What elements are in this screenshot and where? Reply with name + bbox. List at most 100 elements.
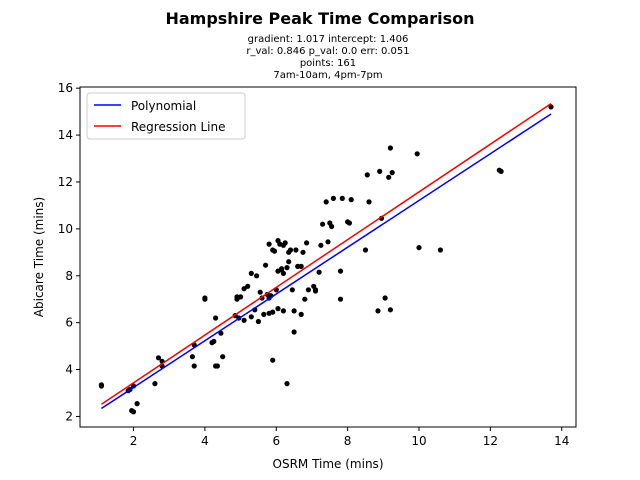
data-point — [387, 145, 393, 151]
x-tick-label: 4 — [201, 434, 209, 448]
x-tick-label: 14 — [554, 434, 569, 448]
chart-title: Hampshire Peak Time Comparison — [165, 9, 474, 28]
data-point — [548, 104, 554, 110]
data-point — [316, 269, 322, 275]
data-point — [348, 197, 354, 203]
legend: Polynomial Regression Line — [86, 92, 246, 140]
data-point — [234, 294, 240, 300]
y-tick-label: 4 — [65, 363, 73, 377]
data-point — [437, 247, 443, 253]
data-point — [263, 262, 269, 268]
data-point — [214, 363, 220, 369]
data-point — [270, 247, 276, 253]
data-point — [270, 309, 276, 315]
data-point — [366, 199, 372, 205]
data-point — [312, 288, 319, 294]
legend-label-polynomial: Polynomial — [131, 99, 196, 113]
data-point — [329, 223, 335, 230]
data-point — [282, 240, 288, 246]
polynomial-line — [100, 113, 552, 410]
y-tick-label: 6 — [65, 316, 73, 330]
data-point — [302, 296, 308, 302]
data-point — [266, 241, 272, 247]
data-point — [323, 199, 329, 205]
data-point — [286, 249, 292, 255]
data-point — [280, 270, 286, 276]
chart-subtitle-line-4: 7am-10am, 4pm-7pm — [273, 70, 382, 81]
data-point — [318, 242, 324, 248]
x-tick-label: 8 — [344, 434, 352, 448]
data-point — [375, 308, 381, 314]
data-point — [364, 172, 370, 178]
data-point — [261, 311, 267, 317]
data-point — [325, 239, 331, 245]
data-point — [293, 247, 299, 253]
data-point — [211, 338, 217, 344]
data-point — [291, 308, 297, 314]
data-point — [305, 287, 311, 293]
y-tick-label: 14 — [58, 128, 73, 142]
data-point — [337, 268, 344, 274]
x-tick-label: 2 — [130, 434, 138, 448]
data-point — [241, 317, 247, 323]
data-point — [289, 287, 295, 293]
y-axis-label: Abicare Time (mins) — [32, 197, 46, 317]
chart-subtitle-line-2: r_val: 0.846 p_val: 0.0 err: 0.051 — [246, 46, 409, 57]
data-point — [270, 357, 276, 363]
x-axis-label: OSRM Time (mins) — [273, 457, 384, 471]
x-tick-label: 6 — [272, 434, 280, 448]
x-tick-label: 10 — [411, 434, 426, 448]
data-point — [300, 249, 306, 255]
data-point — [362, 247, 369, 253]
y-tick-label: 10 — [58, 222, 73, 236]
data-point — [130, 409, 137, 415]
data-point — [134, 401, 140, 407]
y-tick-label: 12 — [58, 175, 73, 189]
data-point — [152, 381, 158, 387]
regression-line-line — [100, 102, 552, 405]
data-point — [339, 195, 345, 201]
data-point — [280, 308, 286, 314]
data-point — [98, 382, 104, 388]
data-point — [248, 270, 254, 276]
y-tick-label: 2 — [65, 409, 73, 423]
y-tick-label: 16 — [58, 81, 73, 95]
data-point — [189, 354, 195, 360]
data-point — [275, 268, 281, 274]
data-point — [220, 354, 226, 360]
data-point — [498, 168, 504, 174]
data-point — [298, 263, 304, 269]
data-point — [387, 307, 393, 313]
data-point — [386, 174, 392, 180]
data-point — [346, 220, 352, 226]
legend-box — [86, 92, 246, 140]
plot-frame — [79, 86, 577, 428]
data-point — [377, 168, 383, 174]
data-point — [337, 296, 344, 302]
data-point — [320, 221, 326, 227]
data-point — [286, 259, 292, 265]
data-point — [202, 295, 208, 301]
data-point — [155, 355, 162, 361]
y-axis: 2 4 6 8 10 12 14 16 — [58, 81, 80, 423]
data-point — [254, 273, 260, 279]
data-point — [284, 381, 290, 387]
data-point — [255, 318, 261, 325]
data-point — [304, 240, 310, 246]
data-point — [191, 363, 197, 369]
data-point — [291, 329, 297, 335]
x-tick-label: 12 — [483, 434, 498, 448]
data-point — [238, 294, 244, 300]
x-axis: 2 4 6 8 10 12 14 — [130, 427, 569, 448]
data-point — [382, 295, 388, 301]
legend-label-regression-line: Regression Line — [131, 120, 225, 134]
data-point — [284, 265, 290, 271]
data-point — [416, 245, 422, 251]
data-point — [275, 306, 281, 312]
data-point — [414, 151, 420, 157]
data-point — [245, 283, 251, 289]
chart-subtitle-line-1: gradient: 1.017 intercept: 1.406 — [248, 34, 409, 45]
data-point — [213, 315, 219, 321]
